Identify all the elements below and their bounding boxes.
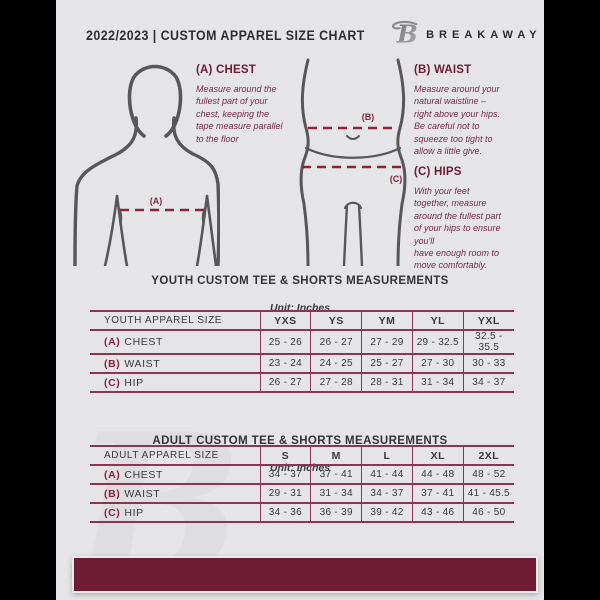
youth-chest-ys: 26 - 27 <box>310 329 362 355</box>
youth-hip-row: (C) HIP 26 - 27 27 - 28 28 - 31 31 - 34 3… <box>90 372 514 393</box>
adult-hip-xl: 43 - 46 <box>411 502 464 523</box>
youth-hip-yl: 31 - 34 <box>411 372 464 393</box>
adult-size-col-xl: XL <box>411 445 464 466</box>
adult-waist-row: (B) WAIST 29 - 31 31 - 34 34 - 37 37 - 41… <box>90 483 514 504</box>
adult-waist-xl: 37 - 41 <box>411 483 464 504</box>
row-label: CHEST <box>124 468 163 481</box>
row-prefix: (A) <box>104 468 121 481</box>
document-header: 2022/2023 | CUSTOM APPAREL SIZE CHART B … <box>86 18 537 52</box>
youth-table-corner-header: YOUTH APPAREL SIZE <box>90 310 260 331</box>
hips-instruction-body: With your feet together, measure around … <box>414 186 502 271</box>
row-prefix: (B) <box>104 487 121 500</box>
adult-hip-l: 39 - 42 <box>361 502 413 523</box>
adult-hip-m: 36 - 39 <box>310 502 362 523</box>
chest-instruction-body: Measure around the fullest part of your … <box>196 84 283 144</box>
row-label: WAIST <box>124 487 161 500</box>
svg-text:B: B <box>396 19 418 47</box>
adult-size-col-s: S <box>259 445 311 466</box>
adult-table-header-row: ADULT APPAREL SIZE S M L XL 2XL <box>90 445 514 466</box>
youth-hip-row-label: (C) HIP <box>90 372 260 393</box>
adult-chest-2xl: 48 - 52 <box>462 464 514 485</box>
chest-line-label: (A) <box>150 196 163 206</box>
youth-waist-yxl: 30 - 33 <box>462 353 514 374</box>
youth-chest-yl: 29 - 32.5 <box>411 329 464 355</box>
row-prefix: (C) <box>104 376 121 389</box>
youth-waist-ym: 25 - 27 <box>361 353 413 374</box>
youth-chest-row-label: (A) CHEST <box>90 329 260 355</box>
adult-hip-s: 34 - 36 <box>259 502 311 523</box>
youth-hip-yxl: 34 - 37 <box>462 372 514 393</box>
hips-instruction: (C) HIPS With your feet together, measur… <box>414 166 538 272</box>
adult-table-corner-header: ADULT APPAREL SIZE <box>90 445 260 466</box>
chest-instruction: (A) CHEST Measure around the fullest par… <box>196 64 306 145</box>
adult-chest-s: 34 - 37 <box>259 464 311 485</box>
waist-line-label: (B) <box>362 112 375 122</box>
lower-body-diagram: (B) (C) <box>292 58 414 266</box>
breakaway-b-logo-icon: B <box>389 18 419 53</box>
youth-size-col-yl: YL <box>411 310 464 331</box>
youth-chest-yxs: 25 - 26 <box>259 329 311 355</box>
youth-section-title: YOUTH CUSTOM TEE & SHORTS MEASUREMENTS <box>151 275 449 287</box>
torso-diagram: (A) <box>70 58 220 266</box>
row-label: HIP <box>124 376 144 389</box>
youth-table-header-row: YOUTH APPAREL SIZE YXS YS YM YL YXL <box>90 310 514 331</box>
hips-instruction-heading: (C) HIPS <box>414 166 462 178</box>
waist-instruction-body: Measure around your natural waistline – … <box>414 84 501 157</box>
row-label: WAIST <box>124 357 161 370</box>
adult-waist-row-label: (B) WAIST <box>90 483 260 504</box>
youth-waist-yl: 27 - 30 <box>411 353 464 374</box>
adult-size-col-2xl: 2XL <box>462 445 514 466</box>
youth-hip-ym: 28 - 31 <box>361 372 413 393</box>
youth-waist-row: (B) WAIST 23 - 24 24 - 25 25 - 27 27 - 30… <box>90 353 514 374</box>
row-label: CHEST <box>124 336 163 348</box>
adult-hip-2xl: 46 - 50 <box>462 502 514 523</box>
adult-chest-row: (A) CHEST 34 - 37 37 - 41 41 - 44 44 - 48… <box>90 464 514 485</box>
youth-waist-ys: 24 - 25 <box>310 353 362 374</box>
youth-size-col-ym: YM <box>361 310 413 331</box>
youth-chest-row: (A) CHEST 25 - 26 26 - 27 27 - 29 29 - 32… <box>90 329 514 355</box>
adult-waist-s: 29 - 31 <box>259 483 311 504</box>
youth-waist-row-label: (B) WAIST <box>90 353 260 374</box>
pillarbox-right <box>544 0 600 600</box>
waist-instruction: (B) WAIST Measure around your natural wa… <box>414 64 538 157</box>
adult-size-col-l: L <box>361 445 413 466</box>
youth-waist-yxs: 23 - 24 <box>259 353 311 374</box>
adult-waist-2xl: 41 - 45.5 <box>462 483 514 504</box>
adult-size-col-m: M <box>310 445 362 466</box>
adult-waist-l: 34 - 37 <box>361 483 413 504</box>
adult-size-table: ADULT APPAREL SIZE S M L XL 2XL (A) CHEST… <box>90 445 514 523</box>
youth-hip-yxs: 26 - 27 <box>259 372 311 393</box>
adult-hip-row: (C) HIP 34 - 36 36 - 39 39 - 42 43 - 46 4… <box>90 502 514 523</box>
row-prefix: (B) <box>104 357 121 370</box>
brand-lockup: B BREAKAWAY <box>389 18 542 53</box>
adult-chest-row-label: (A) CHEST <box>90 464 260 485</box>
pillarbox-left <box>0 0 56 600</box>
youth-hip-ys: 27 - 28 <box>310 372 362 393</box>
row-label: HIP <box>124 506 144 519</box>
adult-chest-m: 37 - 41 <box>310 464 362 485</box>
youth-chest-yxl: 32.5 - 35.5 <box>462 329 514 355</box>
adult-hip-row-label: (C) HIP <box>90 502 260 523</box>
brand-name: BREAKAWAY <box>426 29 542 41</box>
adult-waist-m: 31 - 34 <box>310 483 362 504</box>
chest-instruction-heading: (A) CHEST <box>196 64 256 76</box>
adult-chest-xl: 44 - 48 <box>411 464 464 485</box>
row-prefix: (A) <box>104 336 121 348</box>
footer-bar <box>72 556 538 593</box>
youth-size-table: YOUTH APPAREL SIZE YXS YS YM YL YXL (A) C… <box>90 310 514 393</box>
youth-size-col-yxs: YXS <box>259 310 311 331</box>
adult-section-title: ADULT CUSTOM TEE & SHORTS MEASUREMENTS <box>152 435 448 447</box>
youth-chest-ym: 27 - 29 <box>361 329 413 355</box>
document-title: 2022/2023 | CUSTOM APPAREL SIZE CHART <box>86 27 365 43</box>
row-prefix: (C) <box>104 506 121 519</box>
adult-chest-l: 41 - 44 <box>361 464 413 485</box>
size-chart-document: 2022/2023 | CUSTOM APPAREL SIZE CHART B … <box>56 0 544 600</box>
youth-size-col-ys: YS <box>310 310 362 331</box>
waist-instruction-heading: (B) WAIST <box>414 64 472 76</box>
hips-line-label: (C) <box>390 174 403 184</box>
youth-size-col-yxl: YXL <box>462 310 514 331</box>
